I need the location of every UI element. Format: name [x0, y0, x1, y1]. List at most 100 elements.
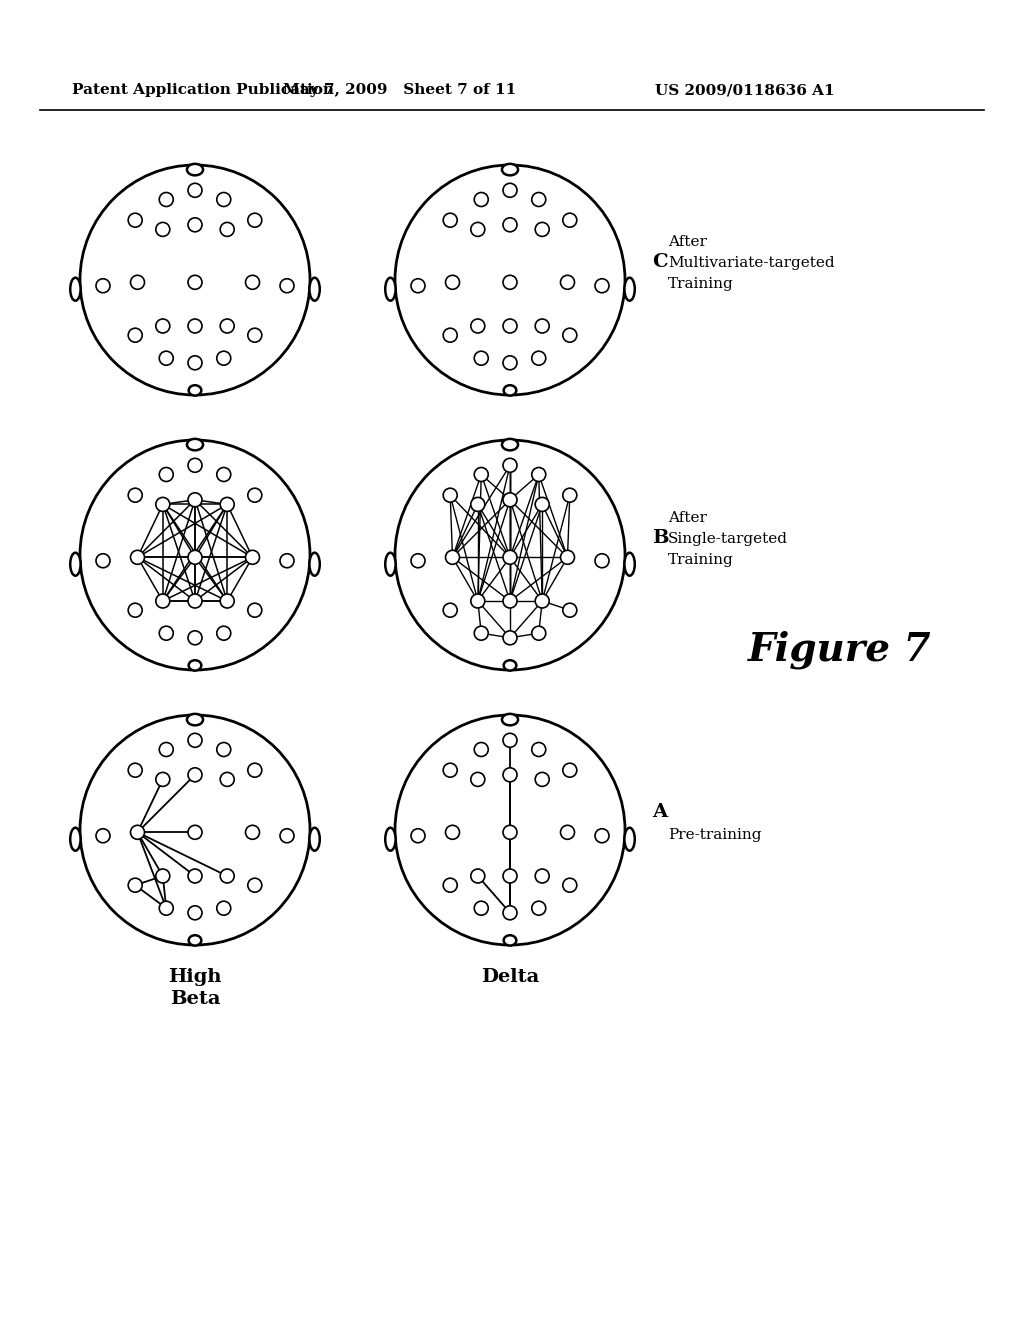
Circle shape — [471, 319, 484, 333]
Circle shape — [160, 351, 173, 366]
Circle shape — [80, 165, 310, 395]
Circle shape — [280, 279, 294, 293]
Circle shape — [248, 329, 262, 342]
Circle shape — [280, 829, 294, 842]
Text: Delta: Delta — [481, 968, 540, 986]
Text: Multivariate-targeted: Multivariate-targeted — [668, 256, 835, 271]
Circle shape — [130, 825, 144, 840]
Circle shape — [188, 356, 202, 370]
Text: After: After — [668, 235, 707, 249]
Circle shape — [188, 550, 202, 565]
Circle shape — [188, 594, 202, 609]
Text: Pre-training: Pre-training — [668, 828, 762, 842]
Circle shape — [471, 498, 484, 511]
Circle shape — [471, 772, 484, 787]
Circle shape — [188, 825, 202, 840]
Ellipse shape — [71, 553, 81, 576]
Circle shape — [395, 715, 625, 945]
Circle shape — [128, 763, 142, 777]
Circle shape — [188, 319, 202, 333]
Circle shape — [188, 458, 202, 473]
Circle shape — [503, 825, 517, 840]
Circle shape — [160, 193, 173, 206]
Circle shape — [411, 279, 425, 293]
Circle shape — [188, 218, 202, 232]
Circle shape — [531, 742, 546, 756]
Circle shape — [220, 869, 234, 883]
Circle shape — [80, 440, 310, 671]
Circle shape — [156, 772, 170, 787]
Circle shape — [220, 222, 234, 236]
Circle shape — [188, 492, 202, 507]
Circle shape — [246, 276, 259, 289]
Circle shape — [474, 902, 488, 915]
Ellipse shape — [385, 277, 395, 301]
Circle shape — [411, 554, 425, 568]
Circle shape — [503, 183, 517, 197]
Circle shape — [217, 467, 230, 482]
Circle shape — [536, 772, 549, 787]
Ellipse shape — [625, 277, 635, 301]
Circle shape — [560, 550, 574, 565]
Circle shape — [248, 603, 262, 618]
Circle shape — [128, 214, 142, 227]
Circle shape — [474, 742, 488, 756]
Circle shape — [563, 603, 577, 618]
Circle shape — [531, 467, 546, 482]
Text: US 2009/0118636 A1: US 2009/0118636 A1 — [655, 83, 835, 96]
Circle shape — [560, 825, 574, 840]
Circle shape — [443, 603, 457, 618]
Circle shape — [248, 214, 262, 227]
Circle shape — [96, 279, 110, 293]
Circle shape — [248, 763, 262, 777]
Ellipse shape — [188, 385, 202, 396]
Circle shape — [563, 214, 577, 227]
Circle shape — [395, 440, 625, 671]
Circle shape — [536, 319, 549, 333]
Circle shape — [563, 329, 577, 342]
Circle shape — [563, 763, 577, 777]
Circle shape — [160, 902, 173, 915]
Ellipse shape — [504, 660, 516, 671]
Circle shape — [595, 279, 609, 293]
Circle shape — [471, 594, 484, 609]
Ellipse shape — [71, 828, 81, 850]
Circle shape — [471, 222, 484, 236]
Circle shape — [156, 869, 170, 883]
Circle shape — [188, 276, 202, 289]
Circle shape — [248, 488, 262, 502]
Text: High: High — [168, 968, 222, 986]
Circle shape — [156, 222, 170, 236]
Circle shape — [474, 351, 488, 366]
Circle shape — [156, 594, 170, 609]
Circle shape — [188, 734, 202, 747]
Circle shape — [130, 550, 144, 565]
Circle shape — [443, 214, 457, 227]
Ellipse shape — [625, 828, 635, 850]
Circle shape — [128, 603, 142, 618]
Ellipse shape — [385, 828, 395, 850]
Circle shape — [474, 626, 488, 640]
Circle shape — [563, 488, 577, 502]
Circle shape — [96, 554, 110, 568]
Circle shape — [156, 498, 170, 511]
Circle shape — [188, 869, 202, 883]
Circle shape — [217, 193, 230, 206]
Circle shape — [188, 906, 202, 920]
Circle shape — [471, 869, 484, 883]
Ellipse shape — [188, 936, 202, 945]
Circle shape — [128, 878, 142, 892]
Circle shape — [445, 276, 460, 289]
Circle shape — [503, 276, 517, 289]
Circle shape — [217, 742, 230, 756]
Circle shape — [160, 467, 173, 482]
Circle shape — [443, 488, 457, 502]
Circle shape — [130, 276, 144, 289]
Circle shape — [503, 218, 517, 232]
Text: May 7, 2009   Sheet 7 of 11: May 7, 2009 Sheet 7 of 11 — [284, 83, 517, 96]
Circle shape — [160, 742, 173, 756]
Text: B: B — [652, 529, 669, 546]
Circle shape — [220, 498, 234, 511]
Circle shape — [411, 829, 425, 842]
Circle shape — [395, 165, 625, 395]
